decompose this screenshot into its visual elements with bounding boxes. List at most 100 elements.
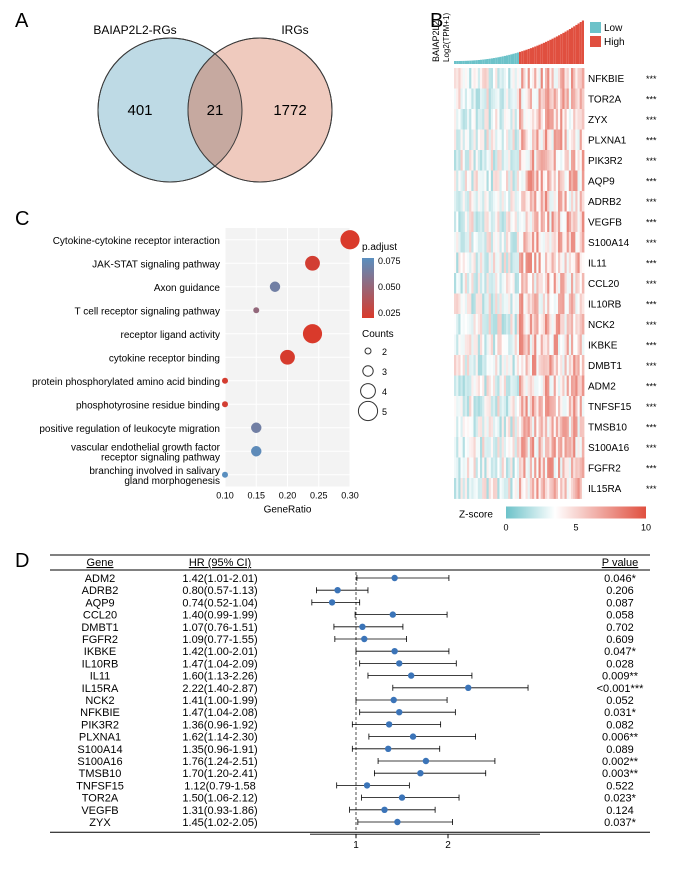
svg-text:***: *** [646,299,657,309]
svg-text:0.006**: 0.006** [602,732,639,744]
svg-text:p.adjust: p.adjust [362,242,397,253]
svg-text:***: *** [646,176,657,186]
svg-text:1.50(1.06-2.12): 1.50(1.06-2.12) [182,793,257,805]
svg-text:Counts: Counts [362,329,394,340]
svg-text:***: *** [646,463,657,473]
svg-text:1.60(1.13-2.26): 1.60(1.13-2.26) [182,671,257,683]
svg-text:***: *** [646,340,657,350]
svg-text:0: 0 [503,523,508,533]
svg-text:5: 5 [573,523,578,533]
svg-text:0.089: 0.089 [606,744,634,756]
svg-text:0.052: 0.052 [606,695,634,707]
svg-text:***: *** [646,94,657,104]
svg-text:***: *** [646,381,657,391]
svg-text:3: 3 [382,367,387,377]
svg-text:2: 2 [445,840,451,851]
svg-text:TMSB10: TMSB10 [79,768,122,780]
svg-text:0.050: 0.050 [378,282,401,292]
svg-text:1.36(0.96-1.92): 1.36(0.96-1.92) [182,719,257,731]
svg-text:0.206: 0.206 [606,585,634,597]
svg-text:cytokine receptor binding: cytokine receptor binding [109,353,220,364]
svg-text:0.124: 0.124 [606,805,634,817]
svg-text:1.42(1.01-2.01): 1.42(1.01-2.01) [182,573,257,585]
svg-text:1.09(0.77-1.55): 1.09(0.77-1.55) [182,634,257,646]
svg-text:receptor signaling pathway: receptor signaling pathway [101,452,220,463]
svg-text:TOR2A: TOR2A [82,793,119,805]
svg-text:1: 1 [353,840,359,851]
svg-text:IL10RB: IL10RB [82,658,119,670]
svg-text:ADM2: ADM2 [588,381,616,392]
svg-text:0.046*: 0.046* [604,573,637,585]
svg-text:AQP9: AQP9 [588,176,615,187]
svg-text:IL11: IL11 [90,671,111,683]
svg-text:***: *** [646,258,657,268]
svg-text:GeneRatio: GeneRatio [264,505,312,516]
venn-right-label: IRGs [281,23,308,37]
svg-text:<0.001***: <0.001*** [597,683,645,695]
svg-text:NFKBIE: NFKBIE [80,707,120,719]
svg-text:Z-score: Z-score [459,510,493,521]
svg-text:1.70(1.20-2.41): 1.70(1.20-2.41) [182,768,257,780]
svg-text:IKBKE: IKBKE [588,340,618,351]
svg-text:Gene: Gene [87,557,114,569]
svg-text:401: 401 [127,102,152,119]
svg-text:1.47(1.04-2.08): 1.47(1.04-2.08) [182,707,257,719]
svg-text:0.609: 0.609 [606,634,634,646]
svg-text:***: *** [646,115,657,125]
svg-text:0.003**: 0.003** [602,768,639,780]
svg-text:4: 4 [382,387,387,397]
svg-text:5: 5 [382,407,387,417]
svg-text:IKBKE: IKBKE [84,646,116,658]
svg-text:VEGFB: VEGFB [81,805,118,817]
svg-text:IL15RA: IL15RA [82,683,119,695]
svg-text:0.25: 0.25 [310,491,328,501]
svg-text:0.009**: 0.009** [602,671,639,683]
svg-text:***: *** [646,402,657,412]
svg-text:***: *** [646,484,657,494]
svg-text:phosphotyrosine residue bindin: phosphotyrosine residue binding [76,400,220,411]
svg-text:PIK3R2: PIK3R2 [588,156,623,167]
venn-svg: BAIAP2L2-RGs IRGs 401211772 [10,10,430,195]
svg-text:1.31(0.93-1.86): 1.31(0.93-1.86) [182,805,257,817]
svg-text:0.20: 0.20 [279,491,297,501]
svg-text:21: 21 [207,102,224,119]
svg-text:IL11: IL11 [588,258,607,269]
svg-text:***: *** [646,135,657,145]
svg-text:***: *** [646,197,657,207]
heatmap-svg: BAIAP2L2Log2(TPM+1)LowHighNFKBIE***TOR2A… [430,10,675,545]
svg-text:0.74(0.52-1.04): 0.74(0.52-1.04) [182,597,257,609]
svg-text:***: *** [646,74,657,84]
svg-text:Axon guidance: Axon guidance [154,283,221,294]
svg-text:0.047*: 0.047* [604,646,637,658]
svg-text:1.42(1.00-2.01): 1.42(1.00-2.01) [182,646,257,658]
svg-text:TNFSF15: TNFSF15 [588,402,632,413]
svg-text:***: *** [646,156,657,166]
svg-text:***: *** [646,422,657,432]
svg-text:T cell receptor signaling path: T cell receptor signaling pathway [75,306,220,317]
svg-text:DMBT1: DMBT1 [81,622,118,634]
svg-text:BAIAP2L2: BAIAP2L2 [431,20,441,62]
panel-D-forest: GeneHR (95% CI)P valueADM21.42(1.01-2.01… [10,550,675,860]
svg-text:IL15RA: IL15RA [588,484,622,495]
svg-text:receptor ligand activity: receptor ligand activity [121,330,221,341]
svg-text:TMSB10: TMSB10 [588,422,627,433]
svg-text:PLXNA1: PLXNA1 [79,732,121,744]
panel-C-dotplot: 0.100.150.200.250.30GeneRatioCytokine-cy… [10,210,430,540]
panel-A-venn: BAIAP2L2-RGs IRGs 401211772 [10,10,430,190]
svg-text:DMBT1: DMBT1 [588,361,622,372]
svg-text:0.082: 0.082 [606,719,634,731]
svg-text:***: *** [646,443,657,453]
svg-text:0.075: 0.075 [378,256,401,266]
svg-text:FGFR2: FGFR2 [82,634,118,646]
svg-text:VEGFB: VEGFB [588,217,622,228]
svg-text:1.12(0.79-1.58: 1.12(0.79-1.58 [184,780,256,792]
svg-text:TNFSF15: TNFSF15 [76,780,124,792]
svg-text:gland morphogenesis: gland morphogenesis [124,476,220,487]
svg-text:TOR2A: TOR2A [588,94,621,105]
svg-text:0.80(0.57-1.13): 0.80(0.57-1.13) [182,585,257,597]
svg-text:1.40(0.99-1.99): 1.40(0.99-1.99) [182,610,257,622]
svg-text:protein phosphorylated amino a: protein phosphorylated amino acid bindin… [32,377,220,388]
svg-text:Low: Low [604,23,623,34]
forest-svg: GeneHR (95% CI)P valueADM21.42(1.01-2.01… [10,550,675,865]
svg-text:NCK2: NCK2 [588,320,615,331]
